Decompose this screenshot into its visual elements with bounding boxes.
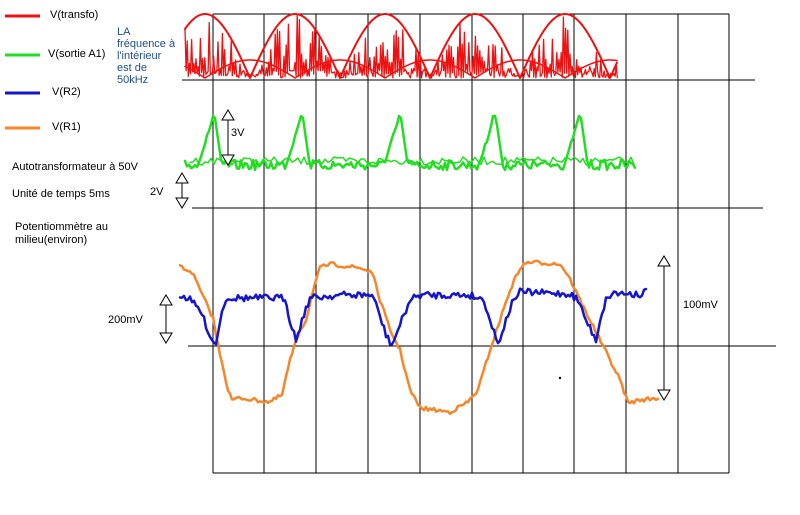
trace-transfo-envelope <box>184 13 618 79</box>
traces <box>178 13 660 416</box>
arrow-right-amplitude-head-top <box>657 255 671 267</box>
trace-sortie-band <box>189 156 635 166</box>
grid-lines <box>182 13 776 474</box>
legend-label-sortie: V(sortie A1) <box>48 48 106 60</box>
pot-label-line2: milieu(environ) <box>15 234 88 246</box>
arrow-green-amplitude-head-bottom <box>221 154 235 166</box>
stray-dot <box>558 376 562 380</box>
right-amplitude-label: 100mV <box>683 299 718 311</box>
legend-swatches <box>5 14 40 130</box>
autotransformer-label: Autotransformateur à 50V <box>12 161 138 173</box>
legend-label-transfo: V(transfo) <box>50 9 99 21</box>
arrow-green-amplitude-head-top <box>221 109 235 121</box>
frequency-note: LA fréquence à l'intérieur est de 50kHz <box>117 26 175 86</box>
pot-label-line1: Potentiommètre au <box>15 221 108 233</box>
note-line-3: l'intérieur <box>117 50 162 62</box>
arrow-lower-division-head-top <box>159 294 173 306</box>
note-line-4: est de <box>117 62 147 74</box>
trace-r2 <box>178 287 648 346</box>
note-line-2: fréquence à <box>117 38 176 50</box>
green-division-label: 2V <box>150 186 164 198</box>
arrow-right-amplitude-head-bottom <box>657 389 671 401</box>
green-amplitude-label: 3V <box>231 127 245 139</box>
legend-label-r2: V(R2) <box>52 86 81 98</box>
trace-transfo-noise <box>184 14 618 79</box>
trace-transfo-lower-arcs <box>184 59 618 79</box>
note-line-1: LA <box>117 26 131 38</box>
time-unit-label: Unité de temps 5ms <box>12 188 110 200</box>
scale-arrows <box>159 109 671 401</box>
trace-r1 <box>178 259 660 416</box>
arrow-lower-division-head-bottom <box>159 332 173 344</box>
note-line-5: 50kHz <box>117 74 149 86</box>
arrow-green-division-head-bottom <box>175 197 189 209</box>
legend-label-r1: V(R1) <box>52 121 81 133</box>
lower-division-label: 200mV <box>108 314 143 326</box>
arrow-green-division-head-top <box>175 172 189 184</box>
